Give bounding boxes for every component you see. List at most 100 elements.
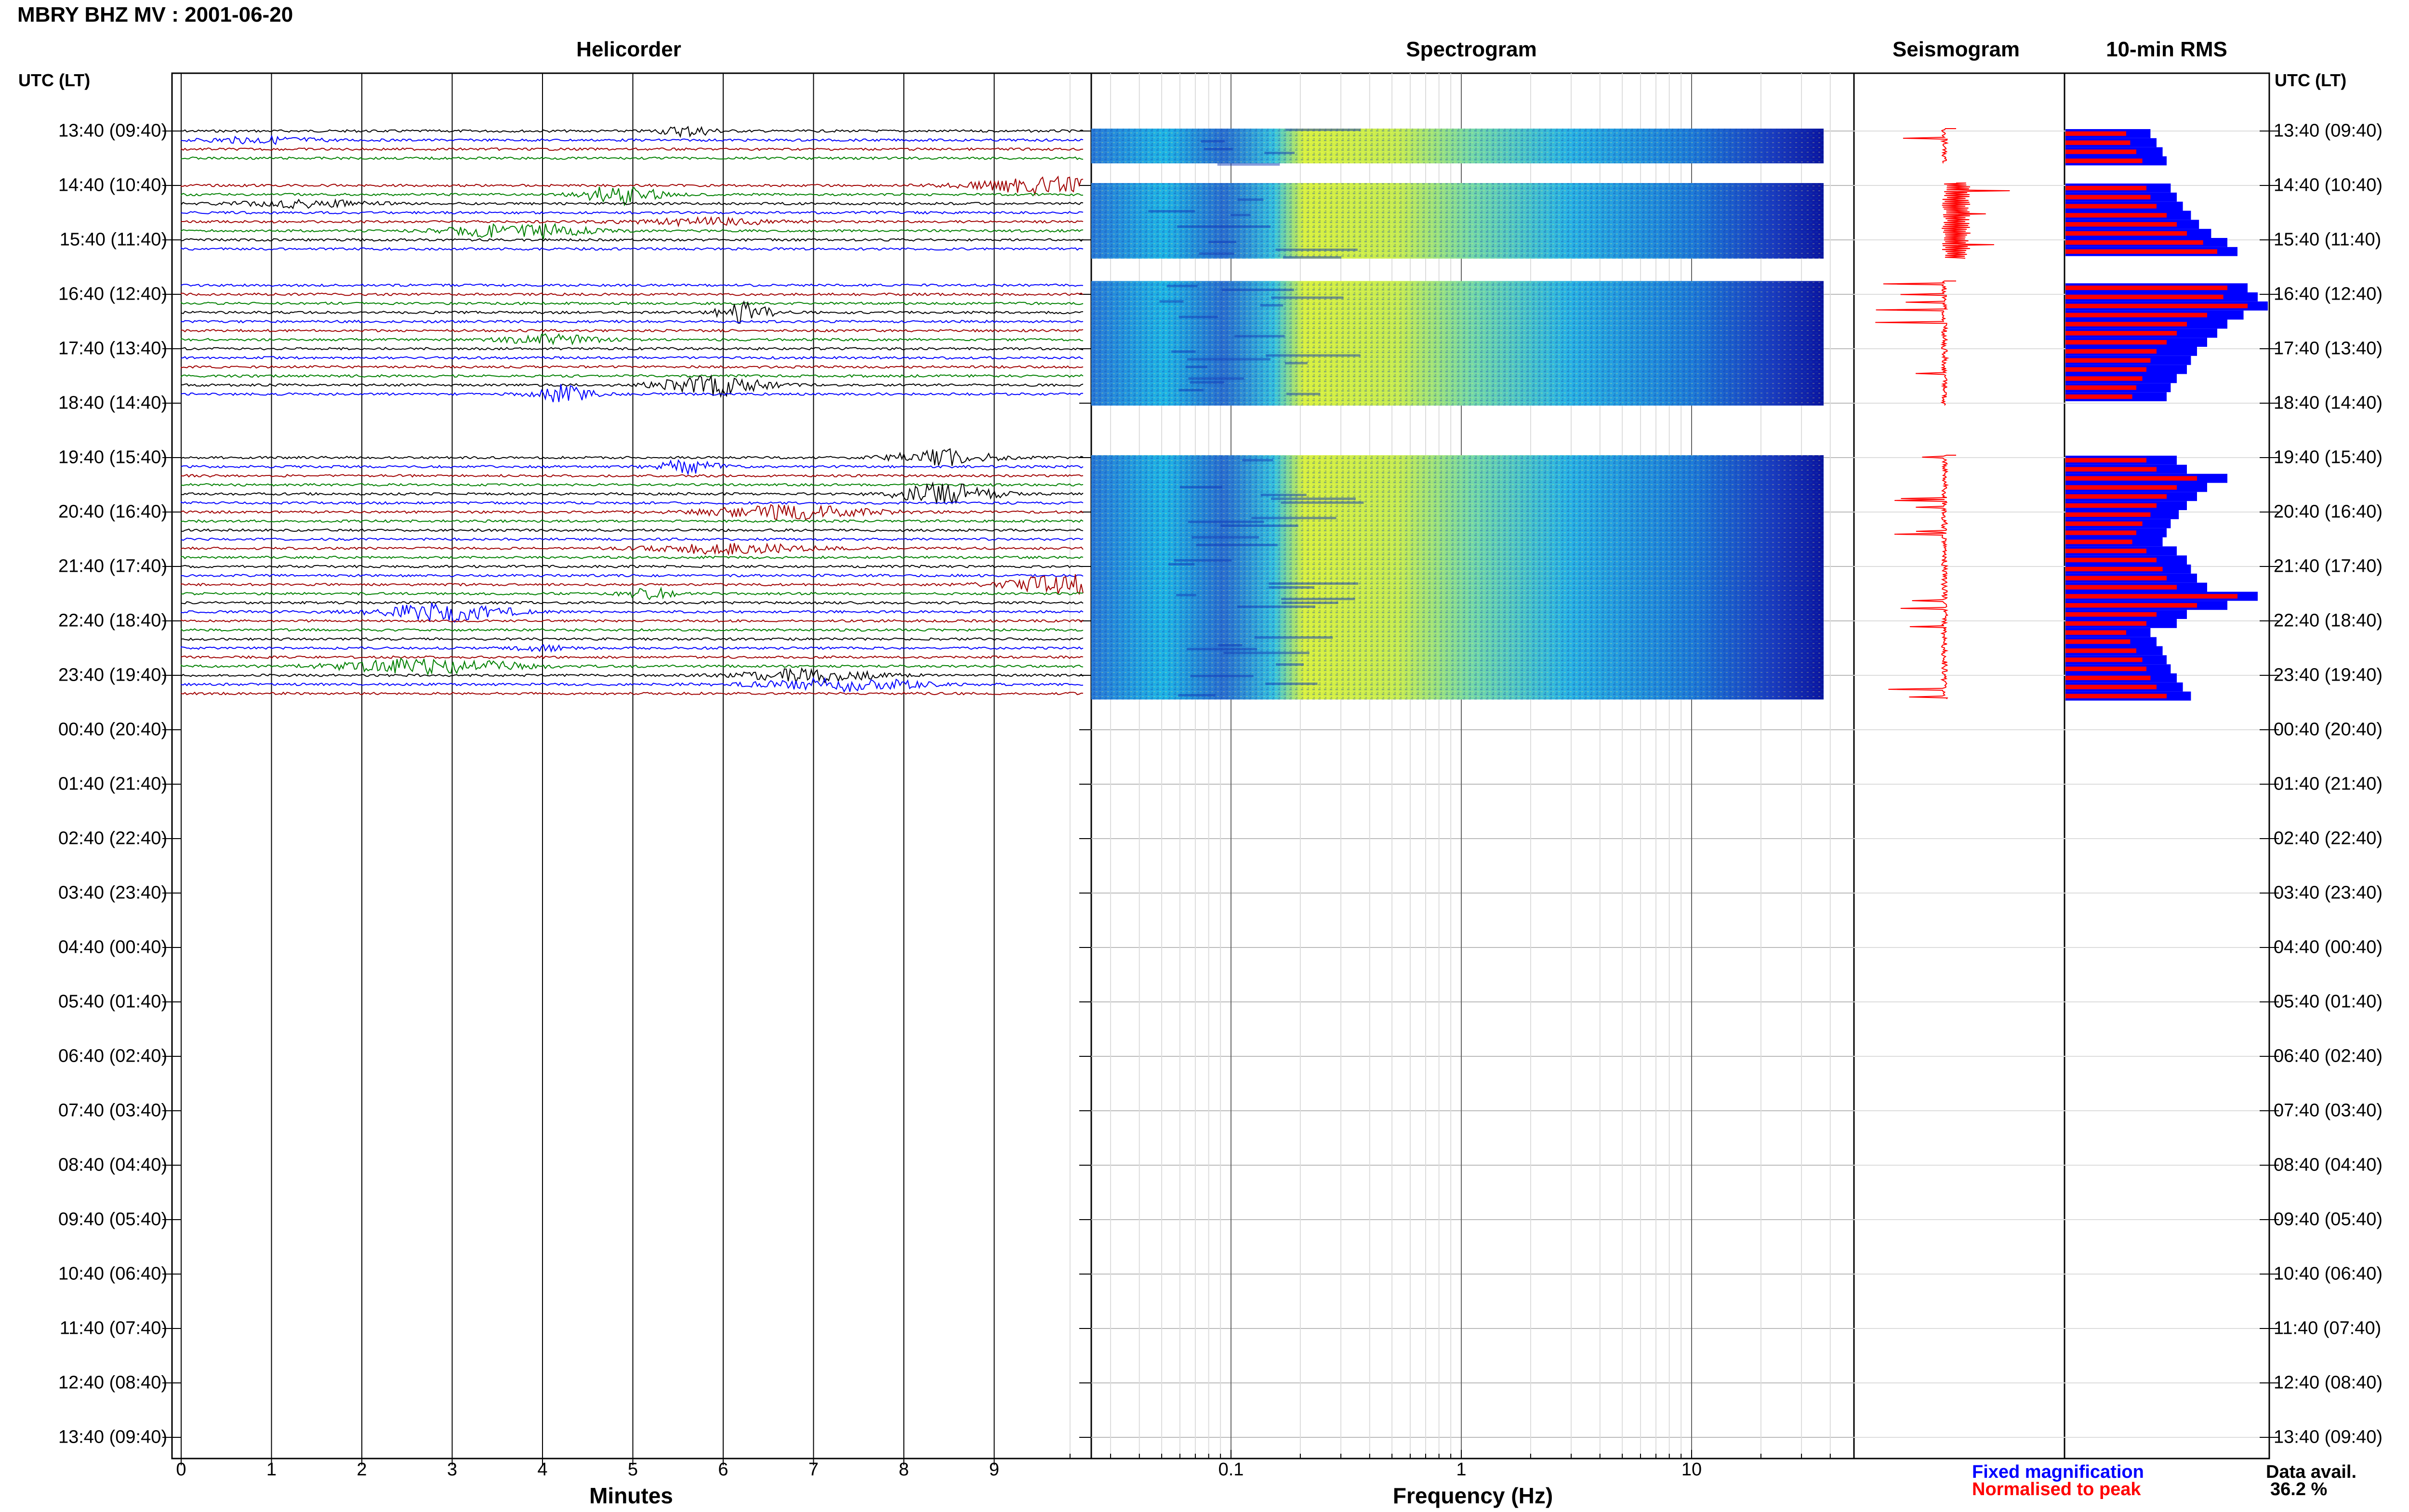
- time-label-right: 10:40 (06:40): [2274, 1263, 2383, 1284]
- time-label-right: 19:40 (15:40): [2274, 447, 2383, 468]
- spectrogram-band: [1286, 393, 1320, 395]
- minute-tick-label: 6: [718, 1459, 728, 1480]
- time-label-left: 05:40 (01:40): [58, 991, 167, 1012]
- spectrogram-band: [1275, 249, 1358, 251]
- helicorder-trace: [181, 374, 1084, 378]
- time-label-right: 11:40 (07:40): [2274, 1318, 2382, 1339]
- rms-bar-normalised: [2065, 240, 2203, 245]
- helicorder-trace: [181, 210, 1084, 215]
- spectrogram-band: [1223, 652, 1310, 654]
- time-label-right: 22:40 (18:40): [2274, 610, 2383, 631]
- seismogram-trace: [1888, 455, 1956, 699]
- rms-bar-normalised: [2065, 358, 2151, 363]
- helicorder-trace: [181, 565, 1084, 568]
- spectrogram-band: [1185, 366, 1207, 368]
- rms-bar-normalised: [2065, 549, 2146, 553]
- helicorder-trace: [181, 459, 1084, 476]
- rms-bar-normalised: [2065, 349, 2157, 354]
- time-label-left: 17:40 (13:40): [58, 338, 167, 359]
- panel-frame-3: [2064, 72, 2270, 1459]
- spectrogram-band: [1237, 605, 1316, 608]
- time-label-right: 08:40 (04:40): [2274, 1155, 2383, 1175]
- rms-bar-normalised: [2065, 566, 2163, 572]
- spectrogram-band: [1177, 225, 1271, 228]
- rms-bar-normalised: [2065, 675, 2151, 681]
- rms-bar-normalised: [2065, 185, 2146, 191]
- data-avail-label: Data avail.: [2266, 1462, 2356, 1482]
- time-label-left: 03:40 (23:40): [58, 882, 167, 903]
- helicorder-trace: [181, 691, 1084, 696]
- spectrogram-noise: [1091, 455, 1824, 700]
- rms-bar-normalised: [2065, 249, 2217, 254]
- spectrogram-band: [1281, 602, 1338, 604]
- rms-bar-normalised: [2065, 539, 2132, 544]
- rms-bar-normalised: [2065, 630, 2126, 635]
- time-label-right: 12:40 (08:40): [2274, 1372, 2383, 1393]
- helicorder-trace: [181, 473, 1084, 478]
- rms-bar-normalised: [2065, 621, 2146, 626]
- time-label-right: 06:40 (02:40): [2274, 1046, 2383, 1066]
- spectrogram-band: [1201, 140, 1225, 143]
- time-label-left: 01:40 (21:40): [58, 774, 167, 794]
- helicorder-trace: [181, 586, 1084, 601]
- utc-label-left: UTC (LT): [18, 70, 91, 90]
- minute-tick-label: 0: [176, 1459, 186, 1480]
- rms-bar-normalised: [2065, 195, 2151, 199]
- helicorder-trace: [181, 292, 1084, 297]
- helicorder-trace: [181, 637, 1084, 641]
- time-label-right: 07:40 (03:40): [2274, 1100, 2383, 1121]
- rms-bar-normalised: [2065, 494, 2167, 499]
- frequency-axis-label: Frequency (Hz): [1392, 1483, 1553, 1508]
- time-label-left: 07:40 (03:40): [58, 1100, 167, 1121]
- time-label-right: 15:40 (11:40): [2274, 229, 2382, 250]
- helicorder-trace: [181, 555, 1084, 560]
- spectrogram-band: [1171, 350, 1196, 353]
- rms-bar-normalised: [2065, 603, 2197, 608]
- rms-bar-normalised: [2065, 213, 2167, 218]
- spectrogram-band: [1208, 241, 1236, 243]
- rms-bar-normalised: [2065, 294, 2224, 300]
- time-label-right: 18:40 (14:40): [2274, 393, 2383, 413]
- rms-bar-normalised: [2065, 376, 2143, 381]
- rms-bar-normalised: [2065, 485, 2177, 490]
- helicorder-trace: [181, 628, 1084, 632]
- time-label-left: 18:40 (14:40): [58, 393, 167, 413]
- spectrogram-band: [1178, 694, 1216, 697]
- minute-tick-label: 2: [357, 1459, 367, 1480]
- spectrogram-band: [1237, 198, 1264, 201]
- rms-bar-normalised: [2065, 394, 2132, 399]
- time-label-right: 02:40 (22:40): [2274, 828, 2383, 849]
- helicorder-trace: [181, 355, 1084, 360]
- rms-bar-normalised: [2065, 303, 2248, 308]
- rms-bar-normalised: [2065, 285, 2227, 290]
- time-label-left: 12:40 (08:40): [58, 1372, 167, 1393]
- spectrogram-band: [1174, 559, 1232, 562]
- time-label-right: 00:40 (20:40): [2274, 719, 2383, 740]
- spectrogram-title: Spectrogram: [1406, 38, 1537, 61]
- spectrogram-band: [1221, 289, 1294, 291]
- helicorder-trace: [181, 347, 1084, 351]
- helicorder-trace: [181, 657, 1084, 676]
- helicorder-trace: [181, 501, 1084, 505]
- time-label-left: 08:40 (04:40): [58, 1155, 167, 1175]
- time-label-right: 01:40 (21:40): [2274, 774, 2383, 794]
- time-label-left: 13:40 (09:40): [58, 120, 167, 141]
- rms-bar-normalised: [2065, 367, 2146, 372]
- rms-bar-normalised: [2065, 585, 2177, 590]
- rms-bar-normalised: [2065, 684, 2157, 689]
- time-label-left: 09:40 (05:40): [58, 1209, 167, 1230]
- rms-bar-normalised: [2065, 503, 2157, 508]
- spectrogram-band: [1269, 586, 1314, 589]
- minute-tick-label: 3: [447, 1459, 458, 1480]
- spectrogram-band: [1285, 129, 1361, 131]
- time-label-left: 15:40 (11:40): [59, 229, 167, 250]
- spectrogram-band: [1218, 644, 1243, 646]
- rms-bar-normalised: [2065, 385, 2136, 390]
- rms-bar-normalised: [2065, 512, 2151, 517]
- helicorder-trace: [181, 667, 1084, 684]
- time-label-left: 13:40 (09:40): [58, 1427, 167, 1447]
- minute-tick-label: 5: [627, 1459, 638, 1480]
- rms-bar-normalised: [2065, 322, 2187, 327]
- spectrogram-band: [1283, 256, 1342, 259]
- helicorder-trace: [181, 655, 1084, 659]
